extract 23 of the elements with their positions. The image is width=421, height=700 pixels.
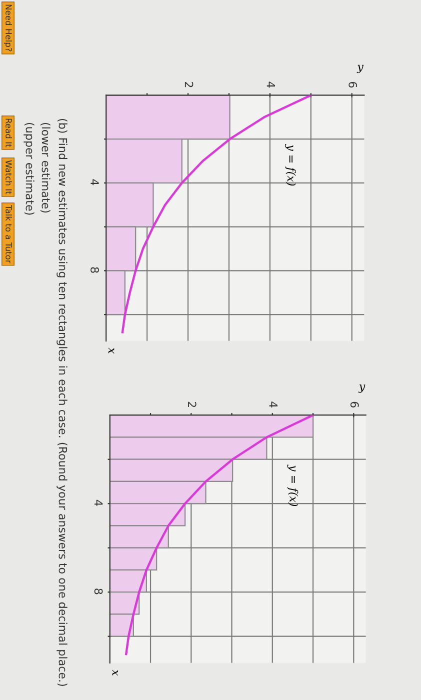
text: (lower estimate) — [40, 122, 50, 213]
x-tick-label: 4 — [266, 82, 275, 88]
text: Need Help? — [4, 4, 12, 52]
y-axis-title: x — [108, 348, 114, 354]
x-tick-label: 2 — [184, 82, 194, 88]
y-tick-label: 8 — [90, 267, 99, 273]
x-tick-label: 4 — [269, 402, 278, 408]
x-axis-title: y — [356, 64, 364, 74]
x-axis-title: y — [358, 384, 366, 393]
text: (b) Find new estimates using ten rectangles in each case. (Round your answers to one decimal place.) — [56, 118, 68, 686]
annotation: y = f(x) — [287, 464, 298, 506]
y-tick-label: 4 — [94, 500, 103, 506]
y-axis-title: x — [112, 670, 118, 676]
y-tick-label: 4 — [90, 179, 99, 186]
x-tick-label: 2 — [188, 402, 196, 408]
annotation: y = f(x) — [284, 144, 296, 186]
y-tick-label: 8 — [94, 588, 103, 594]
x-tick-label: 6 — [348, 82, 358, 88]
text: Talk to a Tutor — [6, 204, 12, 264]
text: (upper estimate) — [24, 122, 34, 215]
text: Watch It — [6, 160, 12, 194]
text: Read It — [6, 118, 12, 148]
x-tick-label: 6 — [350, 402, 359, 408]
